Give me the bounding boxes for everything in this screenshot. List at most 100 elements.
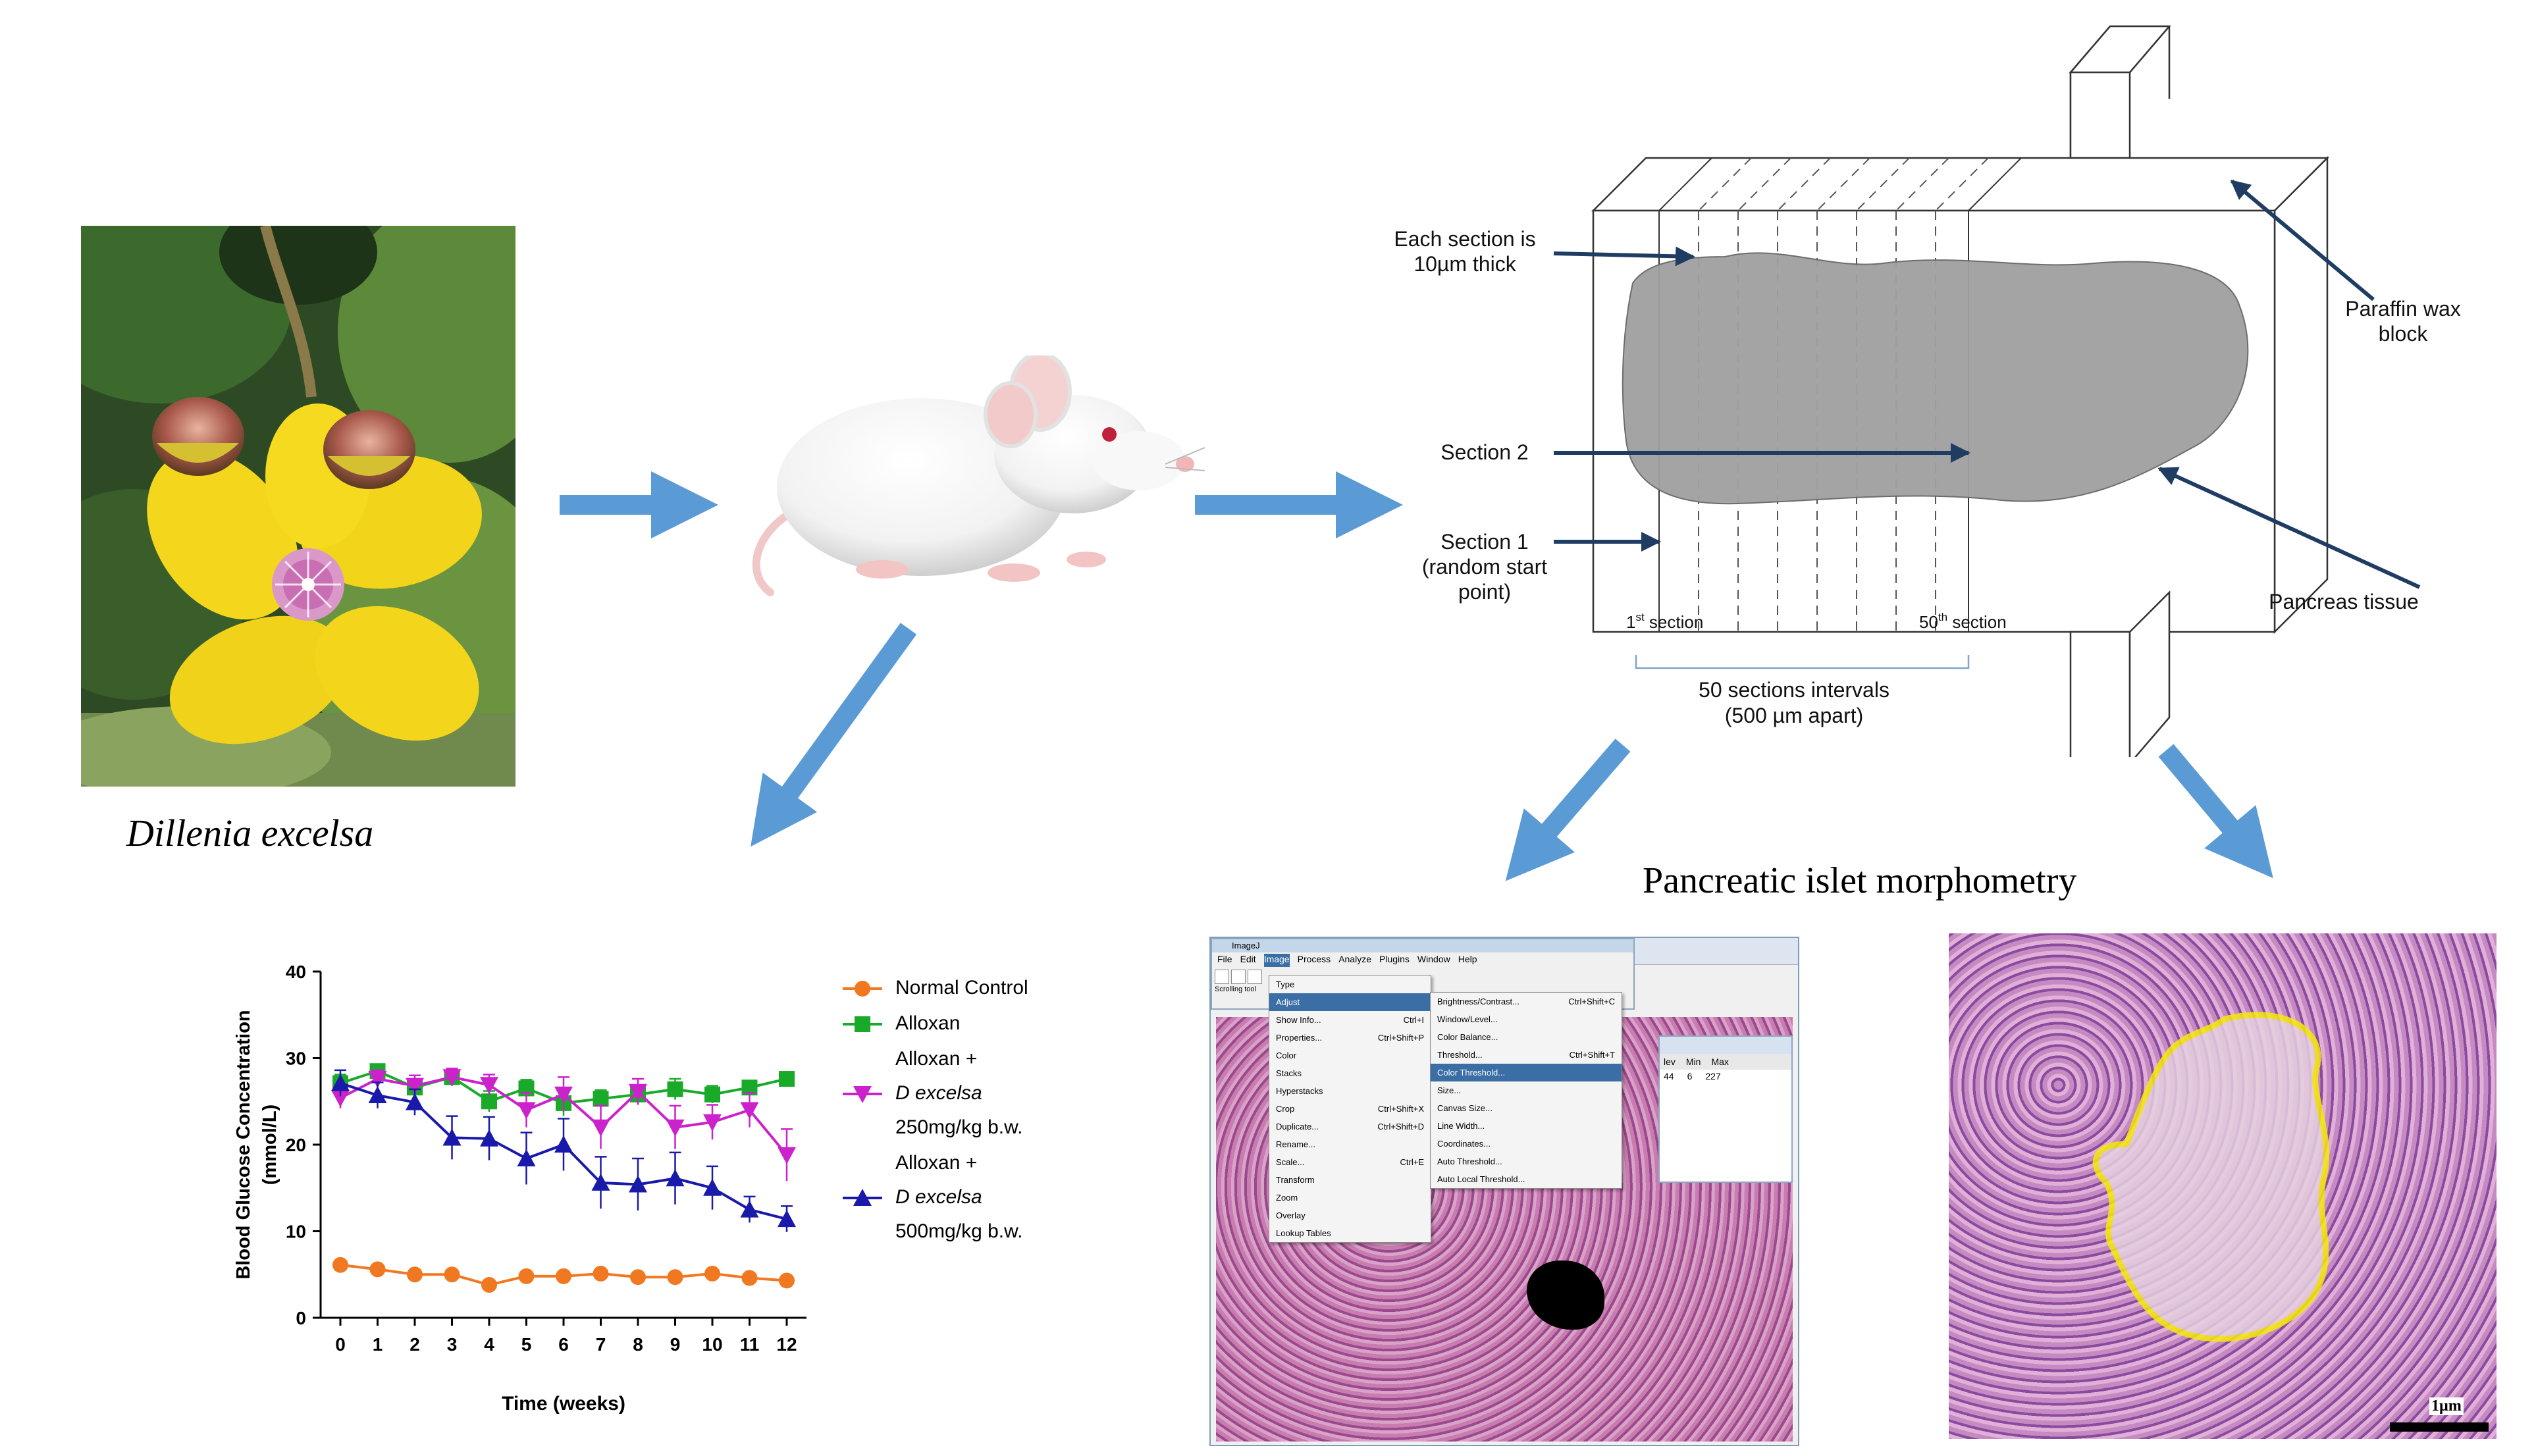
data-point — [406, 1093, 424, 1110]
svg-text:1st section: 1st section — [1626, 611, 1703, 632]
image-menu-item-label: Color — [1276, 1051, 1297, 1060]
polygon-tool-icon[interactable] — [1248, 970, 1262, 984]
x-tick-label: 6 — [558, 1334, 569, 1355]
scale-bar — [2390, 1422, 2489, 1432]
image-menu-item-shortcut: Ctrl+E — [1400, 1157, 1424, 1167]
legend-entry-3: Alloxan + D excelsa 500mg/kg b.w. — [843, 1152, 1022, 1242]
data-point — [442, 1128, 462, 1146]
adjust-menu-item-label: Threshold... — [1437, 1050, 1483, 1060]
oval-tool-icon[interactable] — [1231, 970, 1246, 984]
legend-label: D excelsa — [895, 1082, 982, 1104]
data-point — [591, 1119, 610, 1137]
data-point — [518, 1268, 535, 1284]
data-point — [481, 1277, 497, 1293]
image-menu-item[interactable]: Color — [1269, 1047, 1431, 1064]
menu-help[interactable]: Help — [1458, 954, 1477, 964]
y-tick-label: 10 — [286, 1222, 306, 1242]
image-menu-item-label: Crop — [1276, 1104, 1295, 1114]
imagej-screenshot: lev Min Max 44 6 227 ImageJ File Edit Imag… — [1209, 937, 1799, 1446]
islet-histology-image: 1µm — [1949, 933, 2496, 1439]
x-tick-label: 7 — [596, 1334, 606, 1355]
image-menu-item[interactable]: Crop Ctrl+Shift+X — [1269, 1100, 1431, 1118]
legend-marker — [855, 981, 870, 997]
image-menu-item[interactable]: Transform — [1269, 1171, 1431, 1189]
menu-image[interactable]: Image — [1263, 954, 1290, 967]
adjust-menu-item[interactable]: Line Width... — [1431, 1117, 1622, 1135]
image-menu-item[interactable]: Lookup Tables — [1269, 1224, 1431, 1242]
data-point — [740, 1200, 759, 1218]
menu-file[interactable]: File — [1217, 954, 1232, 964]
adjust-menu-item-label: Canvas Size... — [1437, 1103, 1493, 1113]
image-menu-item[interactable]: Properties... Ctrl+Shift+P — [1269, 1029, 1431, 1047]
x-tick-label: 9 — [670, 1334, 681, 1355]
image-menu-item[interactable]: Overlay — [1269, 1207, 1431, 1224]
adjust-menu-item[interactable]: Threshold... Ctrl+Shift+T — [1431, 1046, 1622, 1064]
image-menu-item[interactable]: Duplicate... Ctrl+Shift+D — [1269, 1118, 1431, 1135]
section1-label: Section 1 — [1440, 530, 1528, 554]
results-window: lev Min Max 44 6 227 — [1658, 1035, 1793, 1183]
menu-process[interactable]: Process — [1297, 954, 1331, 964]
x-tick-label: 5 — [521, 1334, 532, 1355]
data-point — [703, 1178, 722, 1196]
data-point — [703, 1114, 722, 1131]
image-menu-item[interactable]: Rename... — [1269, 1135, 1431, 1153]
y-axis-label: Blood Glucose Concentration (mmol/L) — [233, 1010, 280, 1279]
data-point — [517, 1102, 536, 1120]
svg-text:50th section: 50th section — [1919, 611, 2007, 632]
data-point — [779, 1071, 795, 1087]
menu-plugins[interactable]: Plugins — [1379, 954, 1410, 964]
adjust-menu-item-label: Line Width... — [1437, 1121, 1485, 1131]
image-menu-item[interactable]: Type — [1269, 975, 1431, 993]
image-menu-item[interactable]: Zoom — [1269, 1189, 1431, 1207]
paraffin-label: Paraffin wax — [2345, 297, 2461, 321]
adjust-menu-item[interactable]: Color Balance... — [1431, 1028, 1622, 1046]
series-3 — [331, 1069, 796, 1232]
legend-label: 500mg/kg b.w. — [895, 1220, 1022, 1242]
data-point — [704, 1265, 720, 1282]
image-menu-item[interactable]: Hyperstacks — [1269, 1082, 1431, 1100]
menu-window[interactable]: Window — [1417, 954, 1450, 964]
data-point — [778, 1210, 796, 1228]
image-menu-item-label: Zoom — [1276, 1193, 1298, 1203]
legend-marker — [853, 1189, 872, 1206]
adjust-menu-item[interactable]: Window/Level... — [1431, 1010, 1622, 1028]
adjust-menu-item-label: Size... — [1437, 1085, 1462, 1095]
x-tick-label: 12 — [776, 1334, 797, 1355]
data-point — [591, 1173, 610, 1191]
data-point — [406, 1078, 424, 1095]
pancreas-tissue-shape — [1622, 252, 2249, 505]
imagej-menubar: File Edit Image Process Analyze Plugins Window… — [1212, 952, 1633, 968]
adjust-menu-item[interactable]: Coordinates... — [1431, 1135, 1622, 1153]
menu-edit[interactable]: Edit — [1240, 954, 1256, 964]
x-tick-label: 10 — [702, 1334, 722, 1355]
x-tick-label: 0 — [335, 1334, 346, 1355]
rect-tool-icon[interactable] — [1215, 970, 1229, 984]
image-menu-item[interactable]: Scale... Ctrl+E — [1269, 1153, 1431, 1171]
first-section-label: 1st section — [1626, 611, 1703, 632]
legend-entry-1: Alloxan — [843, 1012, 960, 1034]
adjust-menu-item[interactable]: Color Threshold... — [1431, 1064, 1622, 1081]
data-point — [331, 1074, 350, 1091]
data-point — [666, 1119, 685, 1137]
menu-analyze[interactable]: Analyze — [1338, 954, 1371, 964]
data-point — [667, 1269, 683, 1286]
data-point — [629, 1083, 647, 1101]
apart-label: (500 µm apart) — [1725, 704, 1864, 727]
adjust-menu-item[interactable]: Brightness/Contrast... Ctrl+Shift+C — [1431, 993, 1622, 1010]
data-point — [554, 1086, 573, 1104]
legend-entry-2: Alloxan + D excelsa 250mg/kg b.w. — [843, 1048, 1022, 1138]
adjust-menu-item[interactable]: Auto Threshold... — [1431, 1153, 1622, 1170]
image-menu-item[interactable]: Adjust — [1269, 993, 1431, 1011]
adjust-menu-item[interactable]: Auto Local Threshold... — [1431, 1170, 1622, 1188]
data-point — [407, 1266, 423, 1283]
thickness-label: 10µm thick — [1413, 252, 1516, 276]
adjust-submenu: Brightness/Contrast... Ctrl+Shift+C Window… — [1430, 992, 1622, 1189]
image-menu-item[interactable]: Stacks — [1269, 1064, 1431, 1082]
adjust-menu-item[interactable]: Canvas Size... — [1431, 1099, 1622, 1117]
image-menu-item-label: Transform — [1276, 1175, 1315, 1185]
adjust-menu-item[interactable]: Size... — [1431, 1081, 1622, 1099]
image-menu-item[interactable]: Show Info... Ctrl+I — [1269, 1011, 1431, 1029]
imagej-status: Scrolling tool — [1215, 985, 1256, 993]
